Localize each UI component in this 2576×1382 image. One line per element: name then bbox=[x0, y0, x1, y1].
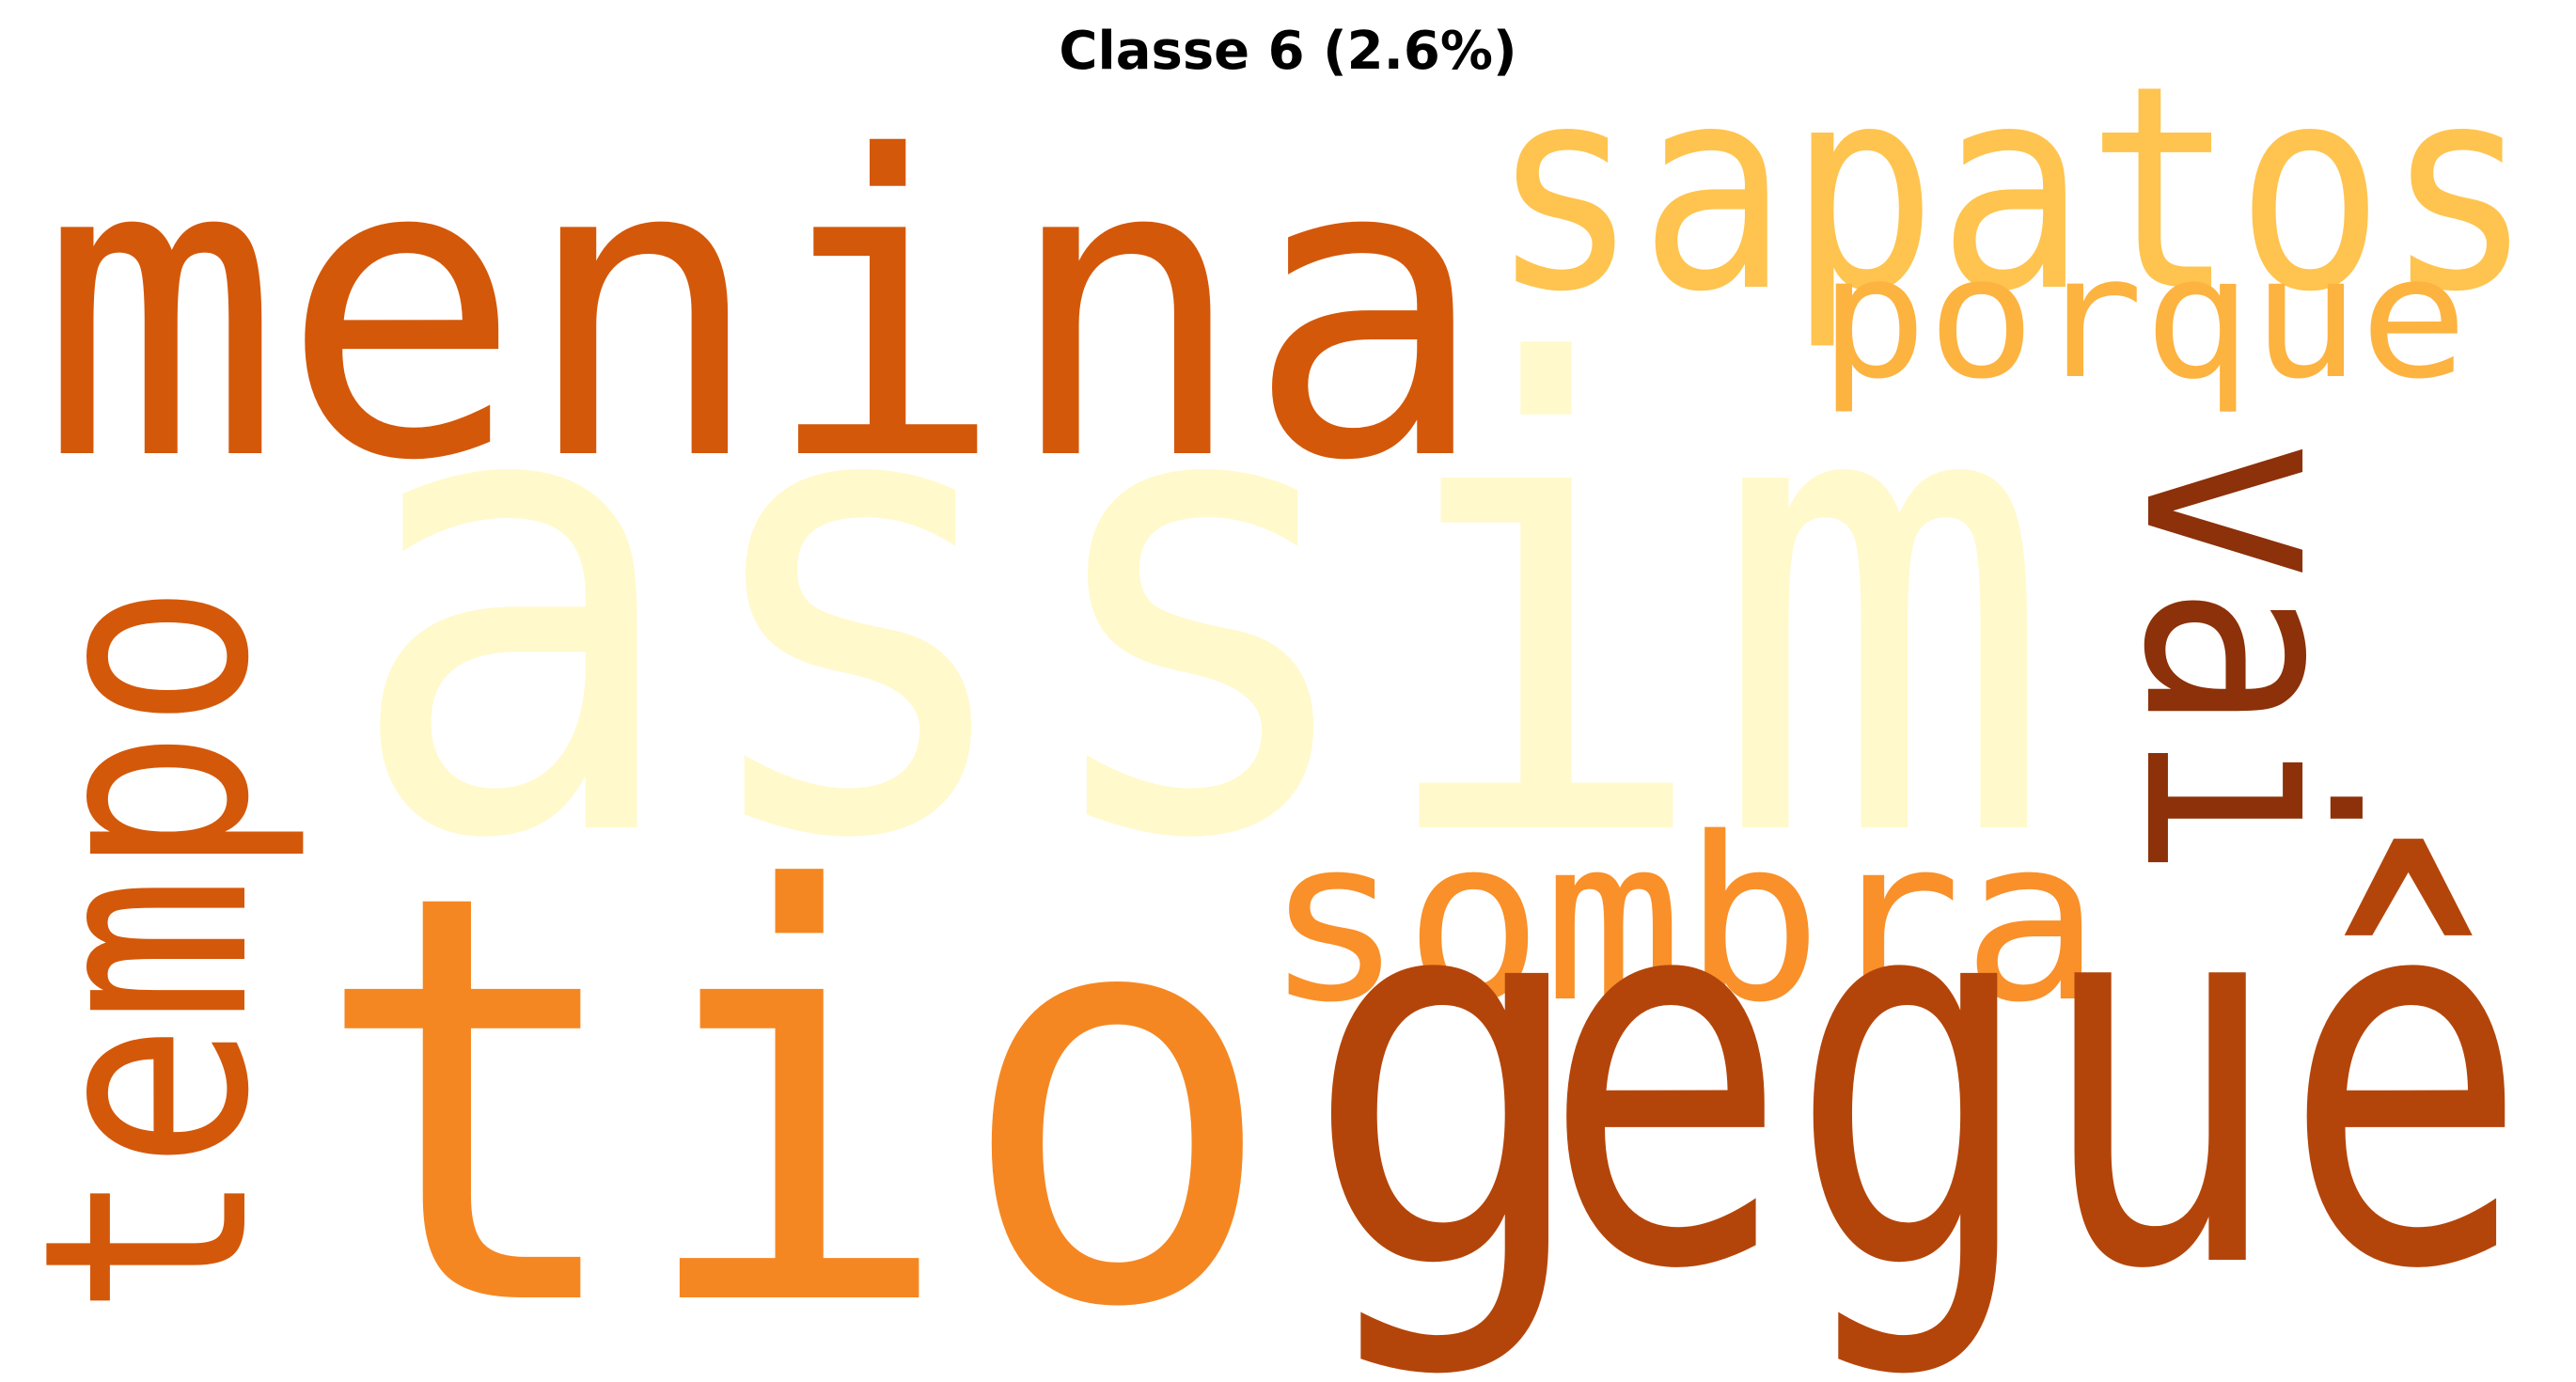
word-sapatos: sapatos bbox=[1490, 25, 2534, 353]
word-assim: assim bbox=[343, 235, 2054, 979]
word-eguê: eguê bbox=[1542, 772, 2529, 1382]
word-g: g bbox=[1302, 772, 1594, 1382]
chart-title: Classe 6 (2.6%) bbox=[1059, 21, 1517, 82]
word-sombra: sombra bbox=[1264, 789, 2101, 1052]
word-tio: tio bbox=[310, 774, 1279, 1382]
word-porque: porque bbox=[1819, 220, 2468, 416]
word-tempo: tempo bbox=[0, 583, 311, 1316]
word-menina: menina bbox=[39, 70, 1487, 551]
word-vai: vai bbox=[2081, 437, 2410, 879]
